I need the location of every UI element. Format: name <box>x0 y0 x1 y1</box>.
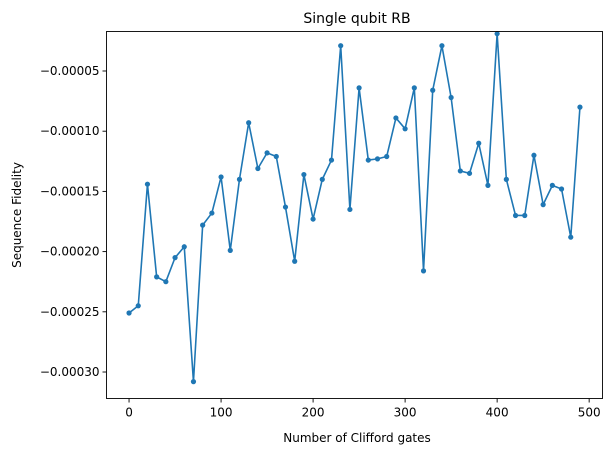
data-point <box>402 126 408 132</box>
data-point <box>282 204 289 210</box>
x-tick-label: 100 <box>210 406 233 420</box>
data-point <box>328 157 335 163</box>
data-point <box>439 43 445 49</box>
y-tick-label: −0.00015 <box>40 184 100 198</box>
data-point <box>457 168 463 174</box>
data-point <box>218 174 224 180</box>
data-point <box>531 152 537 158</box>
data-point <box>310 216 316 222</box>
y-tick-label: −0.00025 <box>40 305 100 319</box>
data-point <box>522 212 528 219</box>
plot-area <box>106 31 603 399</box>
chart-title: Single qubit RB <box>303 11 410 27</box>
data-point <box>420 268 427 274</box>
data-point <box>181 244 187 250</box>
data-point <box>347 206 353 213</box>
data-point <box>246 120 252 126</box>
y-tick-label: −0.00020 <box>40 245 100 259</box>
x-tick-label: 300 <box>394 406 417 420</box>
data-point <box>476 140 482 146</box>
data-point <box>292 258 298 264</box>
data-point <box>549 182 555 188</box>
data-point <box>172 255 178 261</box>
plot-frame <box>106 31 603 399</box>
data-point <box>190 379 197 385</box>
data-point <box>154 274 160 280</box>
data-point <box>135 303 141 309</box>
data-point <box>448 94 454 101</box>
data-point <box>319 176 325 182</box>
data-point <box>163 279 169 285</box>
x-tick-label: 400 <box>486 406 509 420</box>
data-point <box>512 212 519 219</box>
y-tick-label: −0.00010 <box>40 124 100 138</box>
data-point <box>338 43 344 49</box>
data-point <box>200 222 206 228</box>
data-point <box>411 85 417 91</box>
data-point <box>236 176 243 182</box>
data-point <box>227 247 233 253</box>
data-point <box>384 153 390 160</box>
y-axis-ticks: −0.00030 −0.00025 −0.00020 −0.00015 −0.00010… <box>40 64 107 379</box>
data-point <box>577 104 583 110</box>
data-point <box>365 157 371 163</box>
y-axis-title: Sequence Fidelity <box>10 162 24 268</box>
series-points <box>126 31 583 385</box>
data-point <box>485 182 491 188</box>
data-point <box>430 87 436 93</box>
data-point <box>568 234 574 240</box>
data-point <box>144 181 151 187</box>
data-point <box>273 153 279 160</box>
y-tick-label: −0.00005 <box>40 64 100 78</box>
y-tick-label: −0.00030 <box>40 365 100 379</box>
data-point <box>466 170 473 176</box>
x-tick-label: 500 <box>578 406 601 420</box>
data-point <box>540 202 546 208</box>
data-point <box>264 150 270 156</box>
data-point <box>494 31 500 37</box>
data-point <box>558 186 565 192</box>
x-tick-label: 0 <box>125 406 133 420</box>
data-point <box>393 115 399 121</box>
x-axis-title: Number of Clifford gates <box>283 431 431 445</box>
data-point <box>301 171 307 178</box>
x-tick-label: 200 <box>302 406 325 420</box>
data-point <box>126 310 132 316</box>
x-axis-ticks: 0 100 200 300 400 500 <box>125 398 601 420</box>
data-point <box>374 156 381 162</box>
data-point <box>503 176 509 182</box>
data-point <box>356 85 362 91</box>
data-point <box>255 165 261 172</box>
data-point <box>209 210 215 216</box>
